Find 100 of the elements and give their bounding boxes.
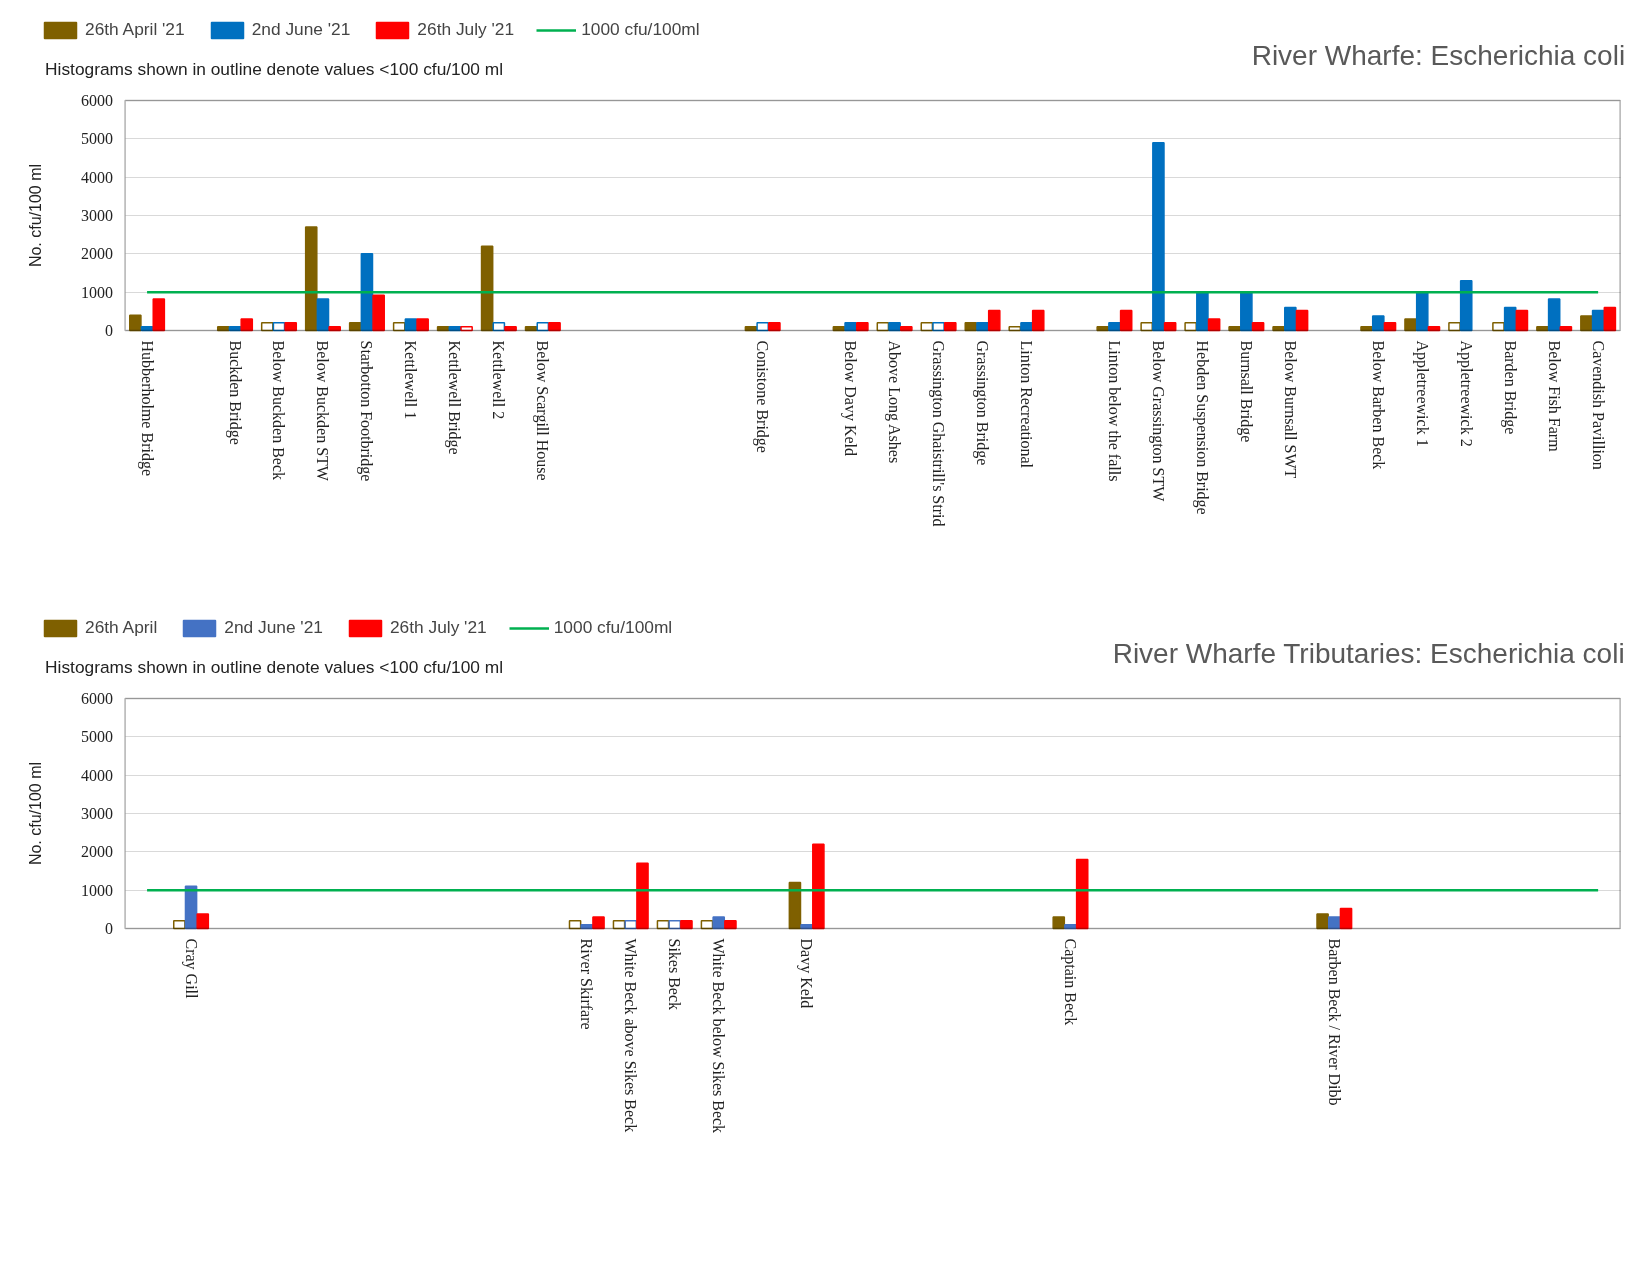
bar (129, 314, 142, 332)
chart-subtitle: Histograms shown in outline denote values <100 cfu/100 ml (45, 656, 504, 677)
bar (1503, 306, 1517, 332)
bar (1383, 322, 1397, 332)
bar (173, 920, 186, 930)
bar (348, 322, 362, 332)
x-tick-label: Linton Recreational (1018, 340, 1035, 469)
bar (943, 322, 957, 332)
x-tick-label: White Beck below Sikes Beck (710, 938, 728, 1134)
x-tick-label: Hubberholme Bridge (137, 340, 156, 477)
bar (284, 322, 298, 332)
x-tick-label: Above Long Ashes (885, 340, 904, 464)
bar (1591, 309, 1605, 332)
bar (1284, 306, 1297, 332)
x-tick-label: Kettlewell Bridge (445, 340, 464, 455)
x-tick-label: River Skirfare (578, 938, 596, 1030)
bar (1547, 298, 1561, 332)
bar (1163, 322, 1177, 332)
bar (1427, 325, 1441, 332)
x-tick-label: Below Fish Farm (1545, 340, 1563, 453)
bar (1119, 309, 1133, 332)
x-tick-label: Below Davy Keld (841, 340, 860, 457)
x-tick-label: White Beck above Sikes Beck (622, 938, 640, 1133)
chart-subtitle: Histograms shown in outline denote values <100 cfu/100 ml (45, 58, 504, 79)
bar (1031, 309, 1045, 332)
bar (580, 923, 594, 930)
bar (1360, 325, 1373, 332)
bar (987, 309, 1001, 332)
legend-label: 26th April (85, 617, 158, 638)
bar (1559, 325, 1573, 332)
y-tick-label: 1000 (81, 283, 114, 301)
bar (964, 322, 978, 332)
y-tick-label: 3000 (81, 207, 114, 224)
x-tick-label: Below Buckden STW (314, 340, 332, 482)
bar (636, 862, 649, 930)
y-tick-label: 0 (105, 920, 114, 937)
bar (1603, 306, 1617, 332)
bar (1371, 315, 1385, 332)
bar (680, 920, 693, 930)
bar (536, 322, 550, 332)
bar (568, 920, 582, 930)
x-tick-label: Burnsall Bridge (1236, 340, 1255, 443)
bar (592, 916, 605, 930)
bar (1327, 916, 1341, 930)
bar (152, 298, 166, 332)
bar (436, 325, 450, 332)
bar (1228, 325, 1241, 332)
bar (1240, 291, 1253, 332)
bar (372, 294, 385, 332)
bar (1020, 322, 1033, 332)
bar (1316, 913, 1329, 930)
chart-title: River Wharfe Tributaries: Escherichia coli (1112, 637, 1625, 669)
x-tick-label: Sikes Beck (666, 938, 684, 1011)
legend-label: 1000 cfu/100ml (581, 19, 700, 40)
x-tick-label: Hebden Suspension Bridge (1192, 340, 1211, 515)
bar (504, 325, 517, 332)
bar (316, 298, 330, 332)
bar (392, 322, 406, 332)
bar (328, 325, 341, 332)
legend-label: 2nd June '21 (251, 19, 351, 40)
bar (1339, 907, 1353, 930)
bar (216, 325, 230, 332)
y-tick-label: 5000 (81, 728, 114, 746)
bar (1251, 322, 1265, 332)
x-tick-label: Davy Keld (797, 938, 816, 1009)
x-tick-label: Captain Beck (1060, 938, 1079, 1026)
y-tick-label: 0 (105, 322, 114, 339)
x-tick-label: Linton below the falls (1105, 340, 1123, 482)
bar (548, 322, 561, 332)
bar (1515, 309, 1529, 332)
x-tick-label: Buckden Bridge (225, 340, 244, 445)
bar (899, 325, 913, 332)
x-tick-label: Cray Gill (181, 938, 200, 1000)
bar (480, 245, 494, 332)
y-tick-label: 4000 (81, 766, 114, 784)
bar (1064, 923, 1077, 930)
bar (1580, 315, 1593, 332)
bar (1140, 322, 1154, 332)
x-tick-label: Below Grassington STW (1148, 340, 1167, 503)
bar (756, 322, 769, 332)
y-tick-label: 2000 (81, 843, 114, 861)
x-tick-label: Barden Bridge (1500, 340, 1519, 435)
x-tick-label: Appletreewick 1 (1412, 340, 1431, 447)
bar (240, 318, 254, 332)
bar (1052, 916, 1066, 930)
bar (1207, 318, 1221, 332)
bar (800, 923, 813, 930)
y-tick-label: 1000 (81, 881, 114, 899)
x-tick-label: Starbotton Footbridge (357, 340, 376, 482)
legend-label: 1000 cfu/100ml (553, 617, 673, 638)
y-tick-label: 6000 (81, 690, 114, 707)
bar (416, 318, 429, 332)
bar (1008, 325, 1022, 332)
x-tick-label: Kettlewell 1 (402, 340, 420, 420)
bar (1096, 325, 1110, 332)
bar (712, 916, 726, 930)
bar (1075, 858, 1089, 930)
x-tick-label: Appletreewick 2 (1456, 340, 1475, 447)
x-tick-label: Grassington Bridge (973, 340, 992, 466)
bar (1492, 322, 1505, 332)
